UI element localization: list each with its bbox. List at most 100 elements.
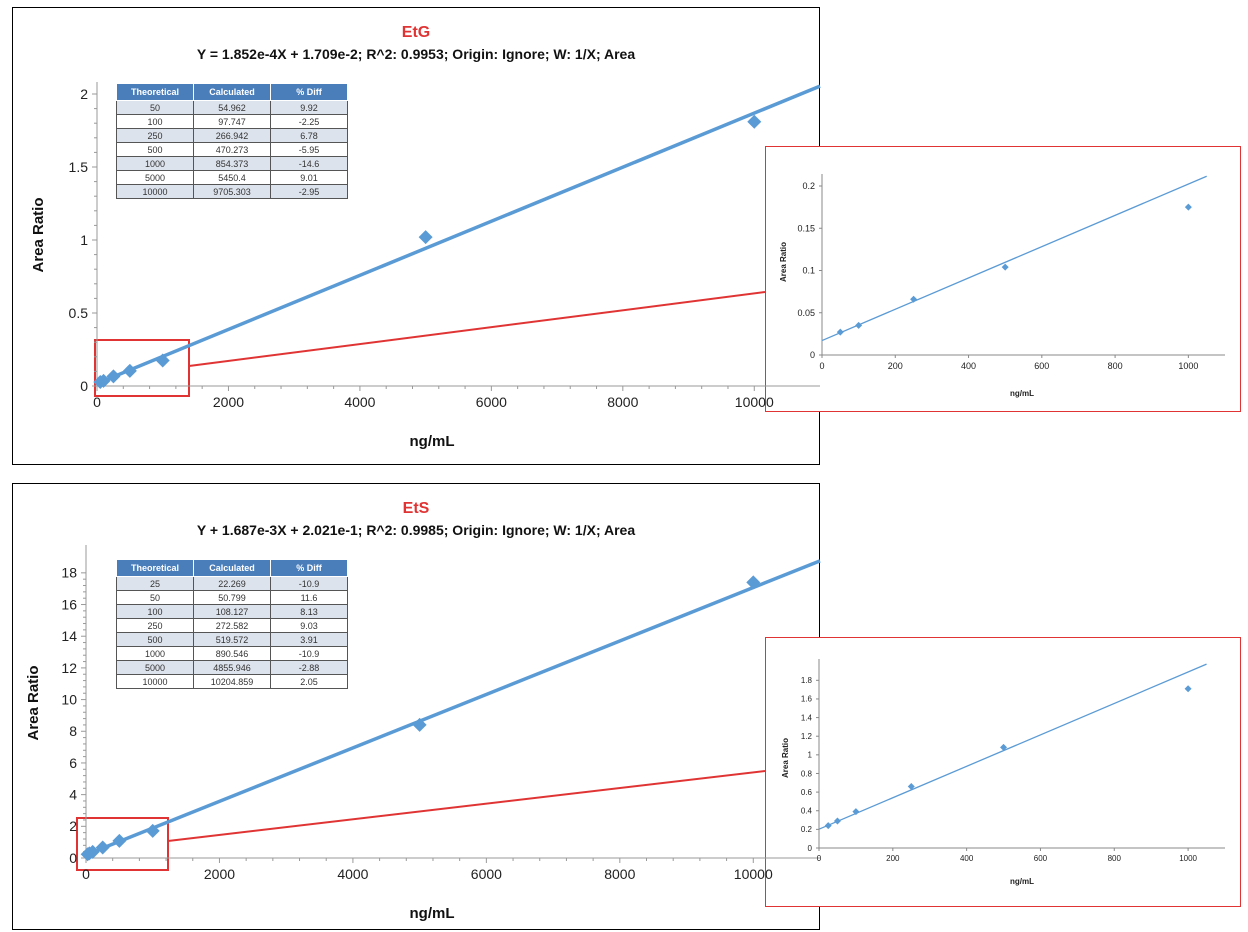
etg-inset-data-point bbox=[855, 321, 863, 329]
ets-x-tick-label: 0 bbox=[82, 866, 90, 882]
etg-data-point bbox=[122, 363, 137, 378]
etg-y-tick-label: 1.5 bbox=[69, 159, 89, 175]
etg-x-tick-label: 2000 bbox=[213, 394, 244, 410]
table-cell: 97.747 bbox=[193, 114, 271, 129]
table-cell: 470.273 bbox=[193, 142, 271, 157]
table-cell: 100 bbox=[116, 114, 194, 129]
table-cell: -2.95 bbox=[270, 184, 348, 199]
table-cell: -10.9 bbox=[270, 646, 348, 661]
ets-x-tick-label: 8000 bbox=[604, 866, 635, 882]
etg-inset-data-point bbox=[910, 295, 918, 303]
ets-y-tick-label: 2 bbox=[69, 818, 77, 834]
table-header-theoretical: Theoretical bbox=[116, 83, 194, 101]
ets-inset-chart-panel bbox=[765, 637, 1241, 907]
ets-y-tick-label: 18 bbox=[61, 565, 77, 581]
ets-inset-y-tick-label: 0.6 bbox=[801, 788, 813, 797]
table-cell: 5450.4 bbox=[193, 170, 271, 185]
etg-data-point bbox=[747, 114, 762, 129]
table-header-row: Theoretical Calculated % Diff bbox=[116, 83, 348, 101]
ets-zoom-callout-line bbox=[167, 770, 766, 842]
table-row: 1000 854.373 -14.6 bbox=[116, 156, 348, 171]
ets-y-tick-label: 14 bbox=[61, 628, 77, 644]
etg-zoom-callout-line bbox=[188, 291, 766, 367]
ets-y-tick-label: 8 bbox=[69, 723, 77, 739]
ets-x-tick-label: 2000 bbox=[204, 866, 235, 882]
etg-inset-x-tick-label: 800 bbox=[1108, 361, 1123, 371]
table-row: 500 470.273 -5.95 bbox=[116, 142, 348, 157]
table-cell: 3.91 bbox=[270, 632, 348, 647]
table-cell: 108.127 bbox=[193, 604, 271, 619]
etg-inset-x-tick-label: 600 bbox=[1034, 361, 1049, 371]
etg-x-tick-label: 4000 bbox=[344, 394, 375, 410]
etg-inset-x-tick-label: 200 bbox=[888, 361, 903, 371]
table-cell: 890.546 bbox=[193, 646, 271, 661]
table-header-theoretical: Theoretical bbox=[116, 559, 194, 577]
etg-x-axis-label: ng/mL bbox=[410, 433, 455, 450]
ets-x-tick-label: 10000 bbox=[734, 866, 773, 882]
table-cell: 10000 bbox=[116, 184, 194, 199]
table-row: 25 22.269 -10.9 bbox=[116, 576, 348, 591]
etg-x-tick-label: 8000 bbox=[607, 394, 638, 410]
table-header-pct-diff: % Diff bbox=[270, 559, 348, 577]
ets-data-point bbox=[145, 823, 160, 838]
table-cell: 6.78 bbox=[270, 128, 348, 143]
table-cell: 1000 bbox=[116, 646, 194, 661]
ets-data-point bbox=[112, 833, 127, 848]
ets-inset-x-tick-label: 800 bbox=[1108, 854, 1122, 863]
ets-inset-y-axis-label: Area Ratio bbox=[781, 738, 790, 778]
table-row: 1000 890.546 -10.9 bbox=[116, 646, 348, 661]
etg-y-tick-label: 2 bbox=[80, 86, 88, 102]
table-cell: -2.88 bbox=[270, 660, 348, 675]
ets-fit-line bbox=[85, 559, 821, 857]
table-row: 100 97.747 -2.25 bbox=[116, 114, 348, 129]
ets-inset-y-tick-label: 1.2 bbox=[801, 732, 813, 741]
ets-inset-y-tick-label: 1.6 bbox=[801, 695, 813, 704]
table-cell: 9705.303 bbox=[193, 184, 271, 199]
etg-inset-y-tick-label: 0.05 bbox=[797, 308, 815, 318]
ets-inset-y-tick-label: 1.4 bbox=[801, 713, 813, 722]
etg-inset-y-tick-label: 0 bbox=[810, 350, 815, 360]
ets-inset-data-point bbox=[833, 817, 841, 825]
table-cell: 250 bbox=[116, 128, 194, 143]
etg-inset-data-point bbox=[1001, 263, 1009, 271]
etg-inset-y-axis-label: Area Ratio bbox=[779, 242, 788, 282]
ets-inset-x-tick-label: 0 bbox=[817, 854, 822, 863]
ets-inset-y-tick-label: 0.4 bbox=[801, 807, 813, 816]
table-cell: 50.799 bbox=[193, 590, 271, 605]
etg-inset-y-tick-label: 0.2 bbox=[802, 181, 815, 191]
ets-x-axis-label: ng/mL bbox=[410, 905, 455, 922]
ets-inset-y-tick-label: 0.8 bbox=[801, 769, 813, 778]
etg-zoom-box bbox=[94, 339, 190, 397]
ets-data-point bbox=[95, 840, 110, 855]
etg-inset-fit-line bbox=[821, 175, 1207, 342]
table-cell: 5000 bbox=[116, 660, 194, 675]
etg-y-tick-label: 0 bbox=[80, 378, 88, 394]
ets-inset-x-tick-label: 1000 bbox=[1179, 854, 1197, 863]
ets-data-point bbox=[412, 717, 427, 732]
etg-x-tick-label: 0 bbox=[93, 394, 101, 410]
etg-inset-y-tick-label: 0.15 bbox=[797, 223, 815, 233]
table-header-row: Theoretical Calculated % Diff bbox=[116, 559, 348, 577]
table-header-pct-diff: % Diff bbox=[270, 83, 348, 101]
etg-y-axis-label: Area Ratio bbox=[30, 197, 47, 272]
etg-data-point bbox=[418, 230, 433, 245]
etg-x-tick-label: 10000 bbox=[735, 394, 774, 410]
table-cell: 25 bbox=[116, 576, 194, 591]
ets-inset-x-tick-label: 600 bbox=[1034, 854, 1048, 863]
etg-inset-y-tick-label: 0.1 bbox=[802, 266, 815, 276]
ets-inset-y-tick-label: 1.8 bbox=[801, 676, 813, 685]
table-cell: 5000 bbox=[116, 170, 194, 185]
table-cell: 1000 bbox=[116, 156, 194, 171]
table-cell: 266.942 bbox=[193, 128, 271, 143]
etg-fit-line bbox=[96, 84, 821, 386]
table-row: 50 54.962 9.92 bbox=[116, 100, 348, 115]
ets-equation: Y + 1.687e-3X + 2.021e-1; R^2: 0.9985; O… bbox=[197, 522, 635, 538]
table-cell: 2.05 bbox=[270, 674, 348, 689]
etg-inset-x-tick-label: 1000 bbox=[1178, 361, 1198, 371]
ets-inset-data-point bbox=[1184, 685, 1192, 693]
table-cell: 500 bbox=[116, 142, 194, 157]
etg-inset-data-point bbox=[1184, 203, 1192, 211]
ets-title: EtS bbox=[403, 500, 430, 517]
table-cell: -5.95 bbox=[270, 142, 348, 157]
